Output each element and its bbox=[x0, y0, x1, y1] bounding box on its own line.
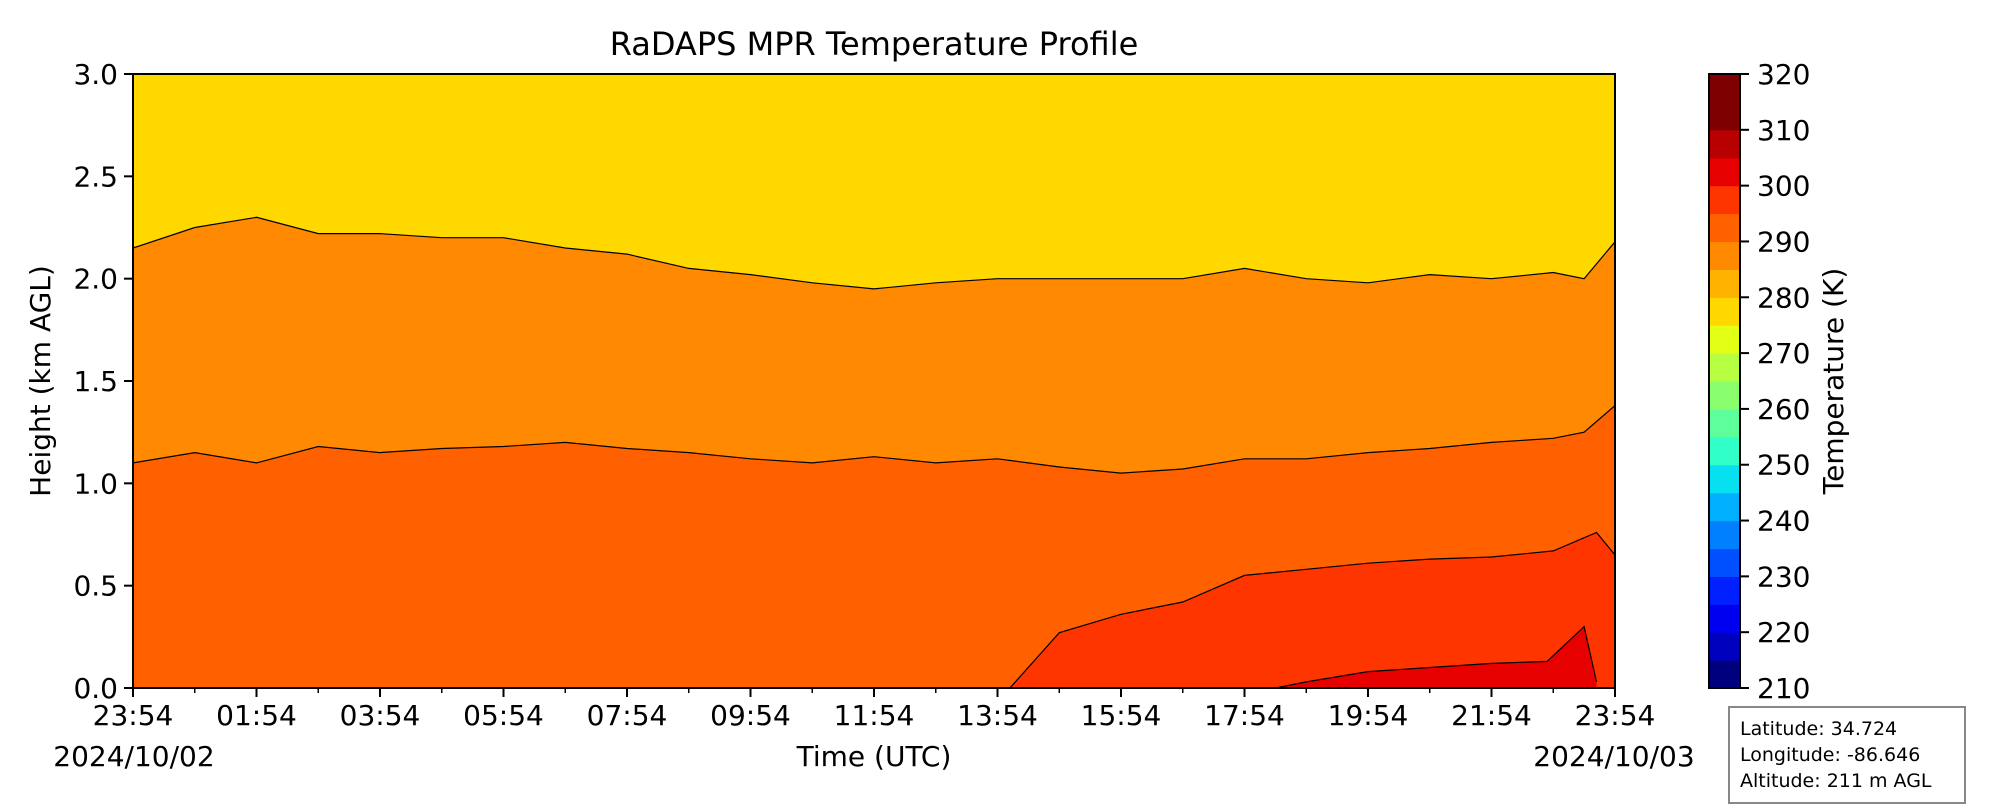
x-tick-label: 23:54 bbox=[1575, 699, 1656, 732]
colorbar-tick-label: 310 bbox=[1757, 114, 1810, 147]
y-tick-label: 0.5 bbox=[73, 570, 118, 603]
x-tick-label: 11:54 bbox=[834, 699, 915, 732]
y-tick-label: 1.5 bbox=[73, 365, 118, 398]
x-tick-label: 23:54 bbox=[93, 699, 174, 732]
colorbar-segment bbox=[1709, 241, 1740, 270]
colorbar-tick-label: 230 bbox=[1757, 560, 1810, 593]
colorbar-segment bbox=[1709, 185, 1740, 215]
x-tick-label: 13:54 bbox=[957, 699, 1038, 732]
colorbar-tick-label: 270 bbox=[1757, 337, 1810, 370]
contour-line-290K bbox=[133, 405, 1615, 474]
colorbar-segment bbox=[1709, 604, 1740, 633]
y-axis: 0.0 0.5 1.0 1.5 2.0 2.5 3.0 bbox=[73, 58, 133, 705]
x-tick-label: 05:54 bbox=[463, 699, 544, 732]
colorbar-label: Temperature (K) bbox=[1817, 268, 1850, 495]
x-tick-label: 19:54 bbox=[1328, 699, 1409, 732]
colorbar-segment bbox=[1709, 74, 1740, 103]
x-tick-label: 17:54 bbox=[1204, 699, 1285, 732]
x-tick-label: 01:54 bbox=[216, 699, 297, 732]
colorbar-segment bbox=[1709, 325, 1740, 354]
colorbar-segment bbox=[1709, 576, 1740, 605]
x-axis: 23:54 01:54 03:54 05:54 07:54 09:54 11:54 13:54… bbox=[93, 688, 1656, 732]
y-tick-label: 2.0 bbox=[73, 263, 118, 296]
colorbar-segment bbox=[1709, 353, 1740, 382]
colorbar-tick-label: 260 bbox=[1757, 393, 1810, 426]
plot-area bbox=[132, 73, 1616, 689]
colorbar-segment bbox=[1709, 520, 1740, 550]
y-tick-label: 2.5 bbox=[73, 160, 118, 193]
contour-line-300K bbox=[1275, 625, 1598, 688]
y-tick-label: 1.0 bbox=[73, 467, 118, 500]
colorbar-tick-label: 210 bbox=[1757, 672, 1810, 705]
colorbar-segment bbox=[1709, 408, 1740, 438]
colorbar-segment bbox=[1709, 297, 1740, 326]
colorbar-segment bbox=[1709, 660, 1740, 689]
y-tick-label: 3.0 bbox=[73, 58, 118, 91]
x-tick-label: 09:54 bbox=[710, 699, 791, 732]
colorbar-frame bbox=[1708, 73, 1741, 689]
colorbar-tick-label: 320 bbox=[1757, 58, 1810, 91]
x-tick-label: 15:54 bbox=[1081, 699, 1162, 732]
location-info-box: Latitude: 34.724 Longitude: -86.646 Alti… bbox=[1728, 706, 1966, 804]
colorbar-segment bbox=[1709, 381, 1740, 410]
colorbar-tick-label: 300 bbox=[1757, 170, 1810, 203]
colorbar-segment bbox=[1709, 492, 1740, 522]
colorbar-segment bbox=[1709, 129, 1740, 159]
colorbar-tick-label: 250 bbox=[1757, 449, 1810, 482]
colorbar-segment bbox=[1709, 632, 1740, 661]
y-tick-label: 0.0 bbox=[73, 672, 118, 705]
x-start-date: 2024/10/02 bbox=[53, 740, 214, 773]
colorbar-segment bbox=[1709, 548, 1740, 577]
x-tick-label: 03:54 bbox=[340, 699, 421, 732]
colorbar: 210 220 230 240 250 260 270 280 290 300 310 320 bbox=[1708, 58, 1810, 705]
colorbar-segment bbox=[1709, 157, 1740, 187]
x-end-date: 2024/10/03 bbox=[1533, 740, 1694, 773]
colorbar-segment bbox=[1709, 269, 1740, 298]
colorbar-tick-label: 290 bbox=[1757, 225, 1810, 258]
contour-line-295K bbox=[1009, 531, 1615, 688]
colorbar-tick-label: 240 bbox=[1757, 505, 1810, 538]
colorbar-tick-label: 280 bbox=[1757, 281, 1810, 314]
x-tick-label: 07:54 bbox=[587, 699, 668, 732]
longitude-text: Longitude: -86.646 bbox=[1740, 744, 1921, 766]
x-tick-label: 21:54 bbox=[1451, 699, 1532, 732]
altitude-text: Altitude: 211 m AGL bbox=[1740, 770, 1932, 792]
colorbar-segment bbox=[1709, 101, 1740, 131]
chart-title: RaDAPS MPR Temperature Profile bbox=[610, 25, 1139, 63]
colorbar-segment bbox=[1709, 436, 1740, 466]
y-axis-label: Height (km AGL) bbox=[24, 265, 57, 497]
colorbar-segment bbox=[1709, 213, 1740, 243]
band-300K bbox=[1275, 626, 1597, 688]
latitude-text: Latitude: 34.724 bbox=[1740, 718, 1898, 740]
contour-line-285K bbox=[133, 216, 1615, 290]
colorbar-tick-label: 220 bbox=[1757, 616, 1810, 649]
x-axis-label: Time (UTC) bbox=[796, 740, 952, 773]
band-295K bbox=[1009, 532, 1615, 688]
colorbar-segment bbox=[1709, 464, 1740, 494]
